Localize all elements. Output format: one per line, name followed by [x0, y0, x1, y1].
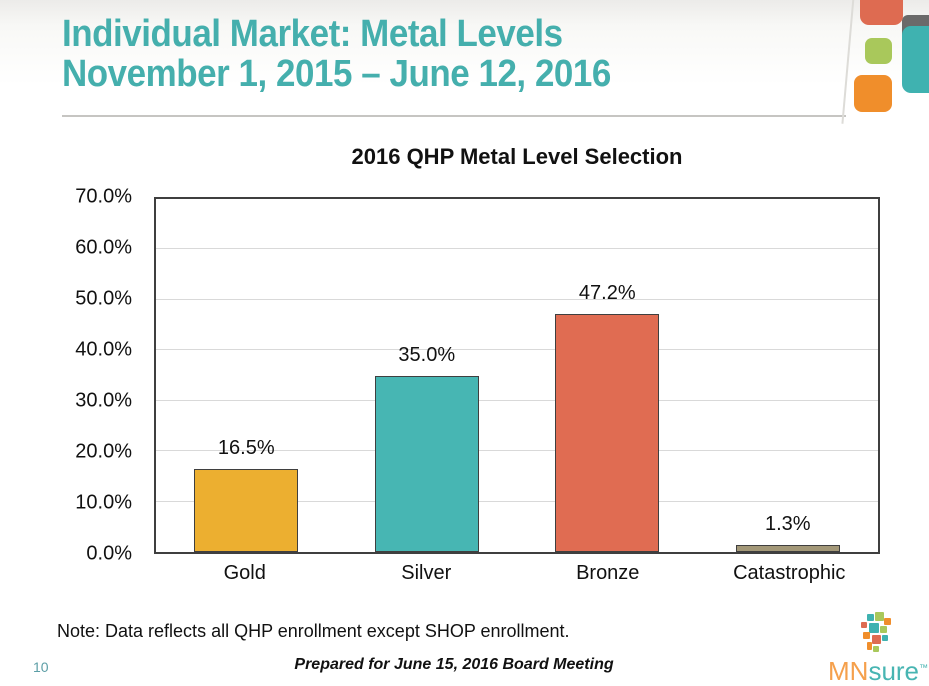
y-axis-tick-label: 10.0%	[75, 491, 132, 514]
x-axis-tick-label: Bronze	[576, 562, 640, 584]
logo-mn: MN	[828, 656, 869, 686]
gridline	[156, 450, 878, 452]
plot-area: 16.5% 35.0% 47.2% 1.3%	[154, 197, 880, 554]
y-axis-tick-label: 60.0%	[75, 236, 132, 259]
decoration-teal-square	[902, 26, 929, 93]
y-axis-tick-label: 40.0%	[75, 338, 132, 361]
slide-title-line2: November 1, 2015 – June 12, 2016	[62, 53, 611, 95]
mnsure-logo-icon	[853, 612, 895, 656]
y-axis-tick-label: 30.0%	[75, 389, 132, 412]
decoration-green-square	[865, 38, 892, 64]
y-axis-tick-label: 20.0%	[75, 440, 132, 463]
chart-title: 2016 QHP Metal Level Selection	[351, 144, 683, 169]
logo-trademark: ™	[919, 662, 929, 673]
bar-silver	[374, 375, 479, 552]
logo-mosaic-square	[863, 632, 870, 639]
bar-slot-silver: 35.0%	[337, 199, 518, 552]
bar-value-label: 35.0%	[398, 343, 456, 366]
logo-mosaic-square	[867, 642, 872, 650]
mnsure-logo: MNsure™	[828, 612, 928, 686]
decoration-red-square	[860, 0, 903, 25]
bar-catastrophic	[735, 545, 840, 552]
prepared-for-text: Prepared for June 15, 2016 Board Meeting	[294, 656, 614, 673]
logo-mosaic-square	[861, 622, 867, 628]
logo-mosaic-square	[869, 623, 879, 633]
bar-slot-bronze: 47.2%	[517, 199, 698, 552]
y-axis-tick-label: 50.0%	[75, 287, 132, 310]
bar-value-label: 16.5%	[217, 436, 275, 459]
bar-series: 16.5% 35.0% 47.2% 1.3%	[156, 199, 878, 552]
logo-mosaic-square	[882, 635, 888, 641]
gridline	[156, 248, 878, 250]
gridline	[156, 349, 878, 351]
slide-title-line1: Individual Market: Metal Levels	[62, 13, 563, 55]
y-axis-tick-label: 70.0%	[75, 185, 132, 208]
bar-slot-gold: 16.5%	[156, 199, 337, 552]
bar-slot-catastrophic: 1.3%	[698, 199, 879, 552]
gridline	[156, 399, 878, 401]
note-text: Note: Data reflects all QHP enrollment e…	[57, 621, 570, 641]
gridline	[156, 500, 878, 502]
x-axis-tick-label: Gold	[223, 562, 266, 584]
logo-mosaic-square	[880, 626, 887, 633]
mnsure-logo-text: MNsure™	[828, 656, 928, 686]
decorative-curve-line	[841, 0, 855, 124]
bar-value-label: 1.3%	[764, 513, 811, 536]
logo-mosaic-square	[884, 618, 891, 625]
x-axis: Gold Silver Bronze Catastrophic	[154, 562, 880, 585]
y-axis-tick-label: 0.0%	[86, 542, 132, 565]
logo-mosaic-square	[872, 635, 881, 644]
x-axis-tick-label: Catastrophic	[733, 562, 846, 584]
bar-gold	[194, 468, 299, 552]
x-axis-tick-label: Silver	[401, 562, 452, 584]
logo-sure: sure	[868, 656, 920, 686]
gridline	[156, 298, 878, 300]
logo-mosaic-square	[867, 614, 874, 621]
page-number: 10	[33, 659, 49, 675]
title-divider	[62, 115, 846, 117]
bar-bronze	[555, 313, 660, 552]
bar-value-label: 47.2%	[578, 281, 636, 304]
decoration-orange-square	[854, 75, 892, 112]
logo-mosaic-square	[873, 646, 879, 652]
logo-mosaic-square	[875, 612, 884, 621]
slide-title: Individual Market: Metal Levels November…	[62, 14, 611, 94]
y-axis: 70.0% 60.0% 50.0% 40.0% 30.0% 20.0% 10.0% 0.0%	[0, 186, 142, 565]
